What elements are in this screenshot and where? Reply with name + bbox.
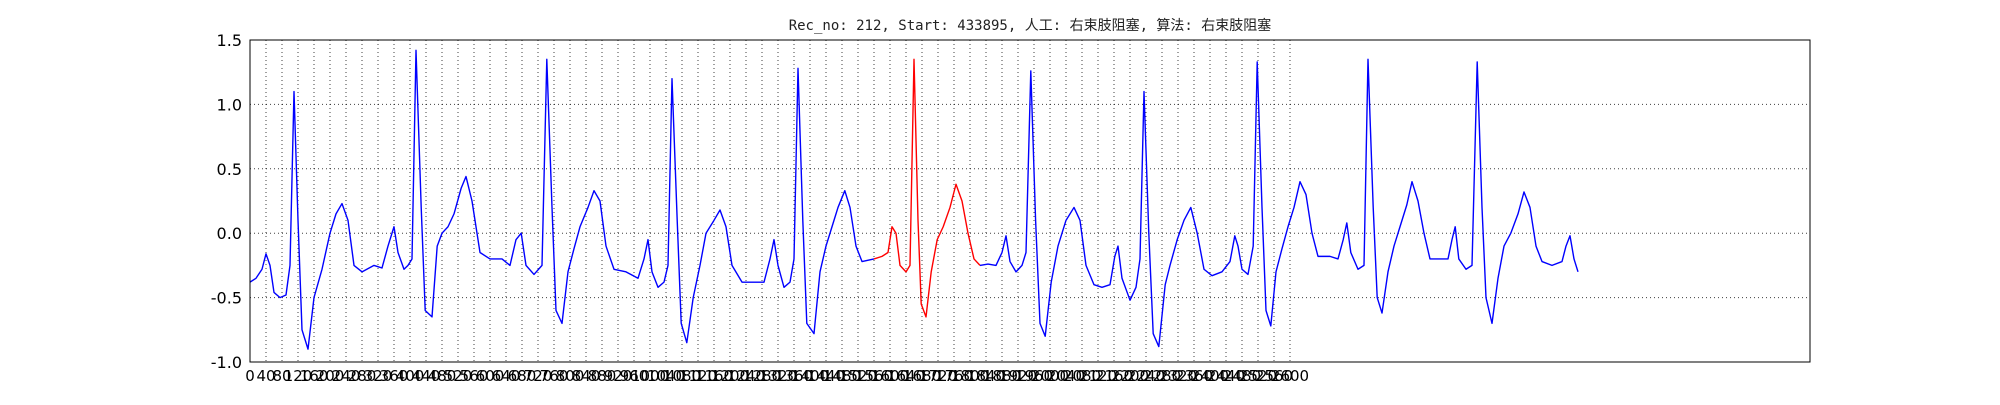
x-tick-label: 2240: [1127, 367, 1165, 385]
x-tick-label: 1400: [791, 367, 829, 385]
x-tick-labels: 0 408012016020024028032036040044048052056…: [245, 367, 1309, 385]
x-tick-label: 880: [588, 367, 617, 385]
x-tick-label: 1040: [647, 367, 685, 385]
x-tick-label: 1520: [839, 367, 877, 385]
x-tick-label: 1720: [919, 367, 957, 385]
x-tick-label: 1440: [807, 367, 845, 385]
x-tick-label: 2400: [1191, 367, 1229, 385]
ecg-series-line: [873, 58, 981, 318]
grid-layer: [250, 40, 1810, 362]
y-tick-label: 0.5: [217, 160, 242, 179]
y-tick-label: -0.5: [211, 289, 242, 308]
x-tick-label: 360: [380, 367, 409, 385]
x-tick-label: 960: [620, 367, 649, 385]
x-tick-label: 1360: [775, 367, 813, 385]
x-tick-label: 80: [272, 367, 291, 385]
x-tick-label: 920: [604, 367, 633, 385]
x-tick-label: 600: [476, 367, 505, 385]
x-tick-label: 1600: [871, 367, 909, 385]
x-tick-label: 1560: [855, 367, 893, 385]
y-tick-label: -1.0: [211, 353, 242, 372]
x-tick-label: 400: [396, 367, 425, 385]
x-tick-label: 2080: [1063, 367, 1101, 385]
ecg-series-line: [979, 58, 1579, 348]
x-tick-label: 1640: [887, 367, 925, 385]
x-tick-label: 2280: [1143, 367, 1181, 385]
x-tick-label: 240: [332, 367, 361, 385]
x-tick-label: 2480: [1223, 367, 1261, 385]
y-tick-label: 0.0: [217, 224, 242, 243]
x-tick-label: 0: [245, 367, 255, 385]
x-tick-label: 2600: [1271, 367, 1309, 385]
x-tick-label: 1960: [1015, 367, 1053, 385]
x-tick-label: 1840: [967, 367, 1005, 385]
x-tick-label: 520: [444, 367, 473, 385]
x-tick-label: 2440: [1207, 367, 1245, 385]
x-tick-label: 1880: [983, 367, 1021, 385]
x-tick-label: 800: [556, 367, 585, 385]
x-tick-label: 160: [300, 367, 329, 385]
x-tick-label: 560: [460, 367, 489, 385]
x-tick-label: 1320: [759, 367, 797, 385]
series-layer: [249, 49, 1579, 350]
x-tick-label: 1800: [951, 367, 989, 385]
x-tick-label: 1760: [935, 367, 973, 385]
x-tick-label: 1680: [903, 367, 941, 385]
y-tick-label: 1.5: [217, 31, 242, 50]
x-tick-label: 2160: [1095, 367, 1133, 385]
x-tick-label: 2360: [1175, 367, 1213, 385]
x-tick-label: 760: [540, 367, 569, 385]
plot-frame: [249, 39, 1811, 363]
x-tick-label: 1160: [695, 367, 733, 385]
x-tick-label: 200: [316, 367, 345, 385]
x-tick-label: 40: [256, 367, 275, 385]
chart-title: Rec_no: 212, Start: 433895, 人工: 右束肢阻塞, 算…: [789, 17, 1272, 34]
x-tick-label: 640: [492, 367, 521, 385]
x-tick-label: 1080: [663, 367, 701, 385]
x-tick-label: 440: [412, 367, 441, 385]
y-tick-labels: -1.0 -0.5 0.0 0.5 1.0 1.5: [211, 31, 242, 372]
x-tick-label: 680: [508, 367, 537, 385]
x-tick-label: 2200: [1111, 367, 1149, 385]
x-tick-label: 720: [524, 367, 553, 385]
x-tick-label: 2000: [1031, 367, 1069, 385]
x-tick-label: 1120: [679, 367, 717, 385]
x-tick-label: 120: [284, 367, 313, 385]
x-tick-label: 1920: [999, 367, 1037, 385]
x-tick-label: 480: [428, 367, 457, 385]
x-tick-label: 1240: [727, 367, 765, 385]
y-tick-label: 1.0: [217, 95, 242, 114]
x-tick-label: 1480: [823, 367, 861, 385]
x-tick-label: 1280: [743, 367, 781, 385]
x-tick-label: 320: [364, 367, 393, 385]
x-tick-label: 2560: [1255, 367, 1293, 385]
x-tick-label: 1000: [631, 367, 669, 385]
x-tick-label: 1200: [711, 367, 749, 385]
x-tick-label: 2320: [1159, 367, 1197, 385]
x-tick-label: 280: [348, 367, 377, 385]
x-tick-label: 840: [572, 367, 601, 385]
x-tick-label: 2040: [1047, 367, 1085, 385]
x-tick-label: 2120: [1079, 367, 1117, 385]
ecg-series-line: [249, 49, 875, 350]
x-tick-label: 2520: [1239, 367, 1277, 385]
